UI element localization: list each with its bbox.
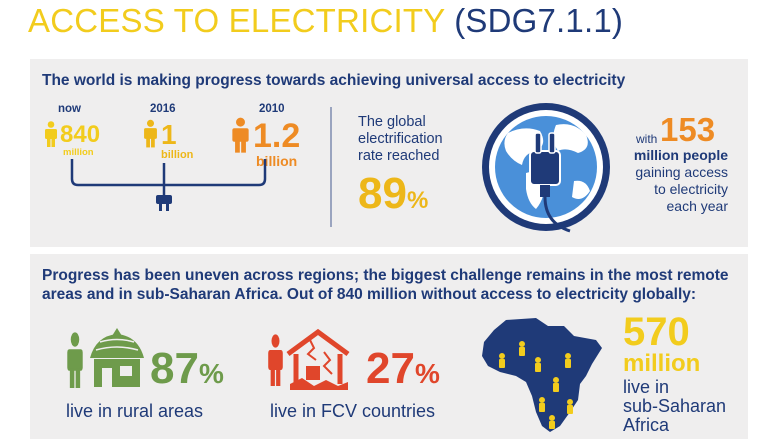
africa-unit: million (623, 350, 701, 377)
progress-panel: The world is making progress towards ach… (30, 59, 748, 247)
rate-percent: % (406, 187, 429, 214)
rural-label: live in rural areas (66, 401, 204, 421)
gain-line-1: gaining access (635, 164, 728, 180)
title-code: (SDG7.1.1) (454, 2, 624, 39)
timeline-label-now: now (58, 103, 81, 115)
africa-text: live in sub-Saharan Africa (623, 378, 726, 435)
title-main: ACCESS TO ELECTRICITY (28, 2, 445, 39)
africa-line-2: sub-Saharan (623, 396, 727, 416)
now-unit: million (63, 147, 94, 158)
hut-icon (90, 328, 144, 387)
gain-with: with (636, 132, 658, 146)
gain-number: 153 (660, 111, 716, 148)
regions-heading-line-2: areas and in sub-Saharan Africa. Out of … (42, 286, 697, 303)
now-number: 840 (60, 121, 101, 148)
rural-number: 87 (150, 344, 199, 393)
person-icon (144, 119, 157, 148)
regions-heading-line-1: Progress has been uneven across regions;… (42, 267, 729, 284)
rate-line-3: rate reached (358, 148, 440, 164)
rural-percent: % (198, 358, 224, 389)
rate-line-1: The global (358, 114, 426, 130)
gain-line-2: to electricity (654, 181, 728, 197)
regions-panel: Progress has been uneven across regions;… (30, 254, 748, 439)
fcv-label: live in FCV countries (270, 401, 436, 421)
page-title: ACCESS TO ELECTRICITY (SDG7.1.1) (28, 2, 623, 40)
fcv-percent: % (414, 358, 440, 389)
fcv-value: 27% (366, 347, 440, 391)
gain-text: million people gaining access to electri… (612, 147, 728, 215)
2010-number: 1.2 (253, 117, 301, 155)
person-icon (268, 334, 283, 386)
panel1-divider (330, 107, 332, 227)
gain-bold: million people (633, 147, 728, 163)
timeline-label-2010: 2010 (259, 103, 285, 115)
africa-map-icon (482, 318, 602, 432)
regions-heading: Progress has been uneven across regions;… (42, 266, 729, 304)
rate-value: 89% (358, 172, 428, 216)
gain-line-3: each year (666, 198, 728, 214)
person-icon (45, 121, 57, 147)
person-icon (67, 332, 83, 388)
rate-text: The global electrification rate reached (358, 114, 443, 165)
rate-line-2: electrification (358, 131, 443, 147)
2016-number: 1 (161, 119, 177, 150)
africa-number: 570 (623, 310, 690, 354)
person-icon (232, 117, 249, 153)
globe-plug-icon (482, 103, 610, 233)
2016-unit: billion (161, 149, 194, 161)
africa-line-1: live in (623, 377, 670, 397)
africa-line-3: Africa (623, 415, 670, 435)
2010-unit: billion (256, 153, 298, 169)
progress-heading: The world is making progress towards ach… (42, 72, 626, 89)
rural-value: 87% (150, 347, 224, 391)
damaged-house-icon (286, 328, 350, 390)
rate-number: 89 (358, 169, 407, 218)
fcv-number: 27 (366, 344, 415, 393)
plug-connector-icon (70, 159, 267, 211)
timeline-label-2016: 2016 (150, 103, 176, 115)
